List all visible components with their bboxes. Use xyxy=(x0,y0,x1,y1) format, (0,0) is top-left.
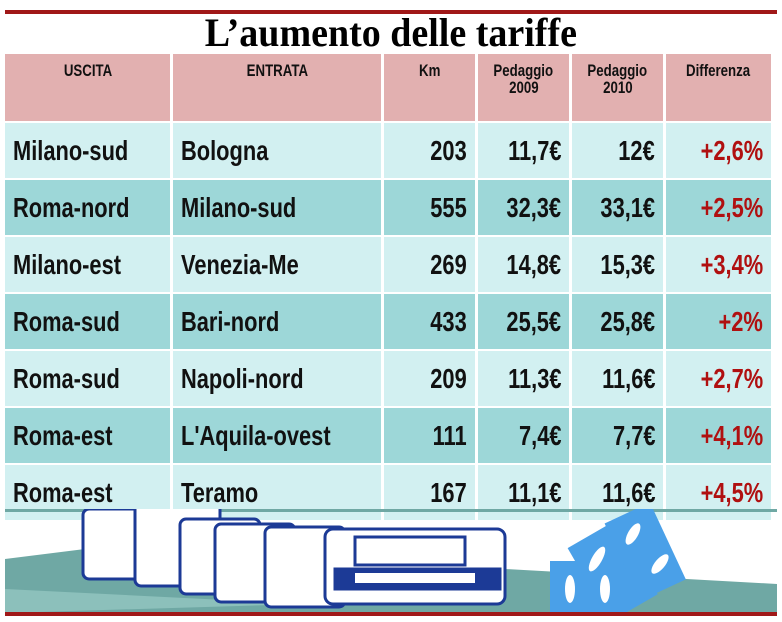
cell-uscita: Milano-sud xyxy=(5,123,171,178)
cell-entrata: Venezia-Me xyxy=(173,237,382,292)
cell-uscita: Roma-sud xyxy=(5,351,171,406)
cell-uscita: Roma-nord xyxy=(5,180,171,235)
cell-p2010: 11,6€ xyxy=(572,351,664,406)
cell-entrata: Bologna xyxy=(173,123,382,178)
bottom-rule xyxy=(5,612,777,616)
col-uscita: USCITA xyxy=(5,54,171,121)
cell-diff: +2,6% xyxy=(666,123,771,178)
cell-p2010: 25,8€ xyxy=(572,294,664,349)
col-differenza: Differenza xyxy=(666,54,771,121)
cell-diff: +2% xyxy=(666,294,771,349)
cell-p2009: 32,3€ xyxy=(478,180,570,235)
cell-uscita: Milano-est xyxy=(5,237,171,292)
cell-entrata: Milano-sud xyxy=(173,180,382,235)
cell-km: 555 xyxy=(384,180,476,235)
table-row: Milano-est Venezia-Me 269 14,8€ 15,3€ +3,4% xyxy=(5,237,771,292)
table-row: Milano-sud Bologna 203 11,7€ 12€ +2,6% xyxy=(5,123,771,178)
cell-km: 269 xyxy=(384,237,476,292)
cell-p2010: 12€ xyxy=(572,123,664,178)
cell-entrata: L'Aquila-ovest xyxy=(173,408,382,463)
cell-km: 203 xyxy=(384,123,476,178)
cars-queue-icon xyxy=(81,509,507,609)
cell-p2009: 11,7€ xyxy=(478,123,570,178)
col-pedaggio-2009: Pedaggio 2009 xyxy=(478,54,570,121)
top-rule xyxy=(5,10,777,14)
cell-p2010: 33,1€ xyxy=(572,180,664,235)
toll-tickets-icon xyxy=(550,509,686,613)
cell-km: 111 xyxy=(384,408,476,463)
cell-uscita: Roma-est xyxy=(5,408,171,463)
illustration xyxy=(5,509,777,613)
cell-p2010: 15,3€ xyxy=(572,237,664,292)
cell-diff: +3,4% xyxy=(666,237,771,292)
cell-p2009: 14,8€ xyxy=(478,237,570,292)
cell-p2009: 25,5€ xyxy=(478,294,570,349)
cell-p2009: 7,4€ xyxy=(478,408,570,463)
page-title: L’aumento delle tariffe xyxy=(204,10,578,55)
table-row: Roma-est L'Aquila-ovest 111 7,4€ 7,7€ +4,1% xyxy=(5,408,771,463)
table-row: Roma-nord Milano-sud 555 32,3€ 33,1€ +2,5% xyxy=(5,180,771,235)
cell-p2009: 11,3€ xyxy=(478,351,570,406)
col-km: Km xyxy=(384,54,476,121)
cell-diff: +4,1% xyxy=(666,408,771,463)
col-entrata: ENTRATA xyxy=(173,54,382,121)
cell-km: 209 xyxy=(384,351,476,406)
cell-km: 433 xyxy=(384,294,476,349)
table-header: USCITA ENTRATA Km Pedaggio 2009 Pedaggio 2… xyxy=(5,54,771,121)
toll-table: USCITA ENTRATA Km Pedaggio 2009 Pedaggio 2… xyxy=(2,52,774,522)
table-row: Roma-sud Napoli-nord 209 11,3€ 11,6€ +2,7% xyxy=(5,351,771,406)
cell-diff: +2,7% xyxy=(666,351,771,406)
cell-p2010: 7,7€ xyxy=(572,408,664,463)
cell-entrata: Napoli-nord xyxy=(173,351,382,406)
table-row: Roma-sud Bari-nord 433 25,5€ 25,8€ +2% xyxy=(5,294,771,349)
cell-diff: +2,5% xyxy=(666,180,771,235)
cell-entrata: Bari-nord xyxy=(173,294,382,349)
cell-uscita: Roma-sud xyxy=(5,294,171,349)
col-pedaggio-2010: Pedaggio 2010 xyxy=(572,54,664,121)
